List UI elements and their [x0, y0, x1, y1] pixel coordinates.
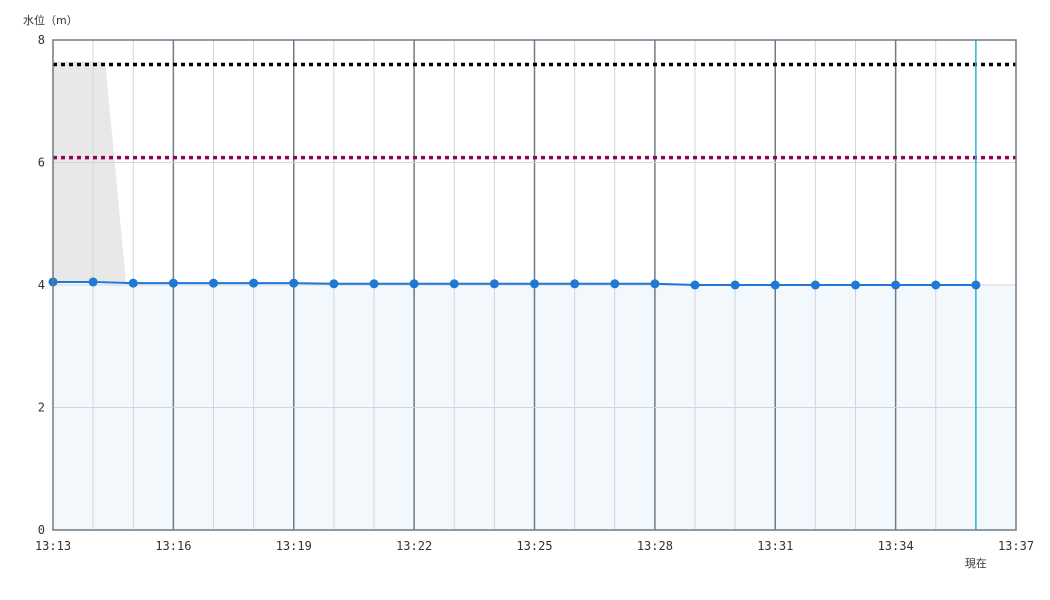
x-tick-label: 13:28: [637, 539, 673, 553]
x-tick-label: 13:34: [878, 539, 914, 553]
data-point: [369, 279, 379, 289]
data-point: [931, 280, 941, 290]
series-line: [53, 280, 976, 286]
x-tick-label: 13:31: [757, 539, 793, 553]
data-point: [891, 280, 901, 290]
x-tick-label: 13:19: [276, 539, 312, 553]
data-point: [650, 279, 660, 289]
reference-lines-layer: [53, 62, 1016, 160]
data-point: [209, 278, 218, 288]
series-layer: [48, 277, 981, 290]
data-point: [530, 279, 539, 289]
now-label: 現在: [965, 557, 987, 570]
tick-labels-layer: 0 2 4 6 8 13:13 13:16 13:19 13:22 13:25 13:28 13:31…: [35, 33, 1034, 570]
x-tick-label: 13:37: [998, 539, 1034, 553]
x-tick-label: 13:25: [516, 539, 552, 553]
y-tick-label: 6: [38, 156, 45, 170]
data-point: [810, 280, 820, 290]
data-point: [570, 279, 580, 289]
data-point: [249, 278, 259, 288]
y-tick-label: 4: [38, 278, 45, 292]
x-tick-label: 13:16: [155, 539, 191, 553]
data-point: [610, 279, 620, 289]
data-point: [289, 278, 299, 288]
data-point: [409, 279, 419, 289]
data-point: [489, 279, 499, 289]
y-tick-label: 2: [38, 401, 45, 415]
data-point: [329, 279, 339, 289]
x-tick-label: 13:22: [396, 539, 432, 553]
data-point: [851, 280, 860, 290]
data-point: [168, 278, 178, 288]
y-tick-label: 8: [38, 33, 45, 47]
data-point: [128, 278, 138, 288]
data-point: [770, 280, 780, 290]
axes-layer: [52, 39, 1017, 531]
data-point: [971, 280, 981, 290]
x-tick-label: 13:13: [35, 539, 71, 553]
data-point: [88, 277, 98, 287]
data-point: [449, 279, 459, 289]
y-tick-label: 0: [38, 523, 45, 537]
y-axis-label: 水位（m）: [23, 13, 78, 27]
data-point: [730, 280, 740, 290]
plot-frame: [52, 39, 1017, 531]
data-point: [690, 280, 700, 290]
